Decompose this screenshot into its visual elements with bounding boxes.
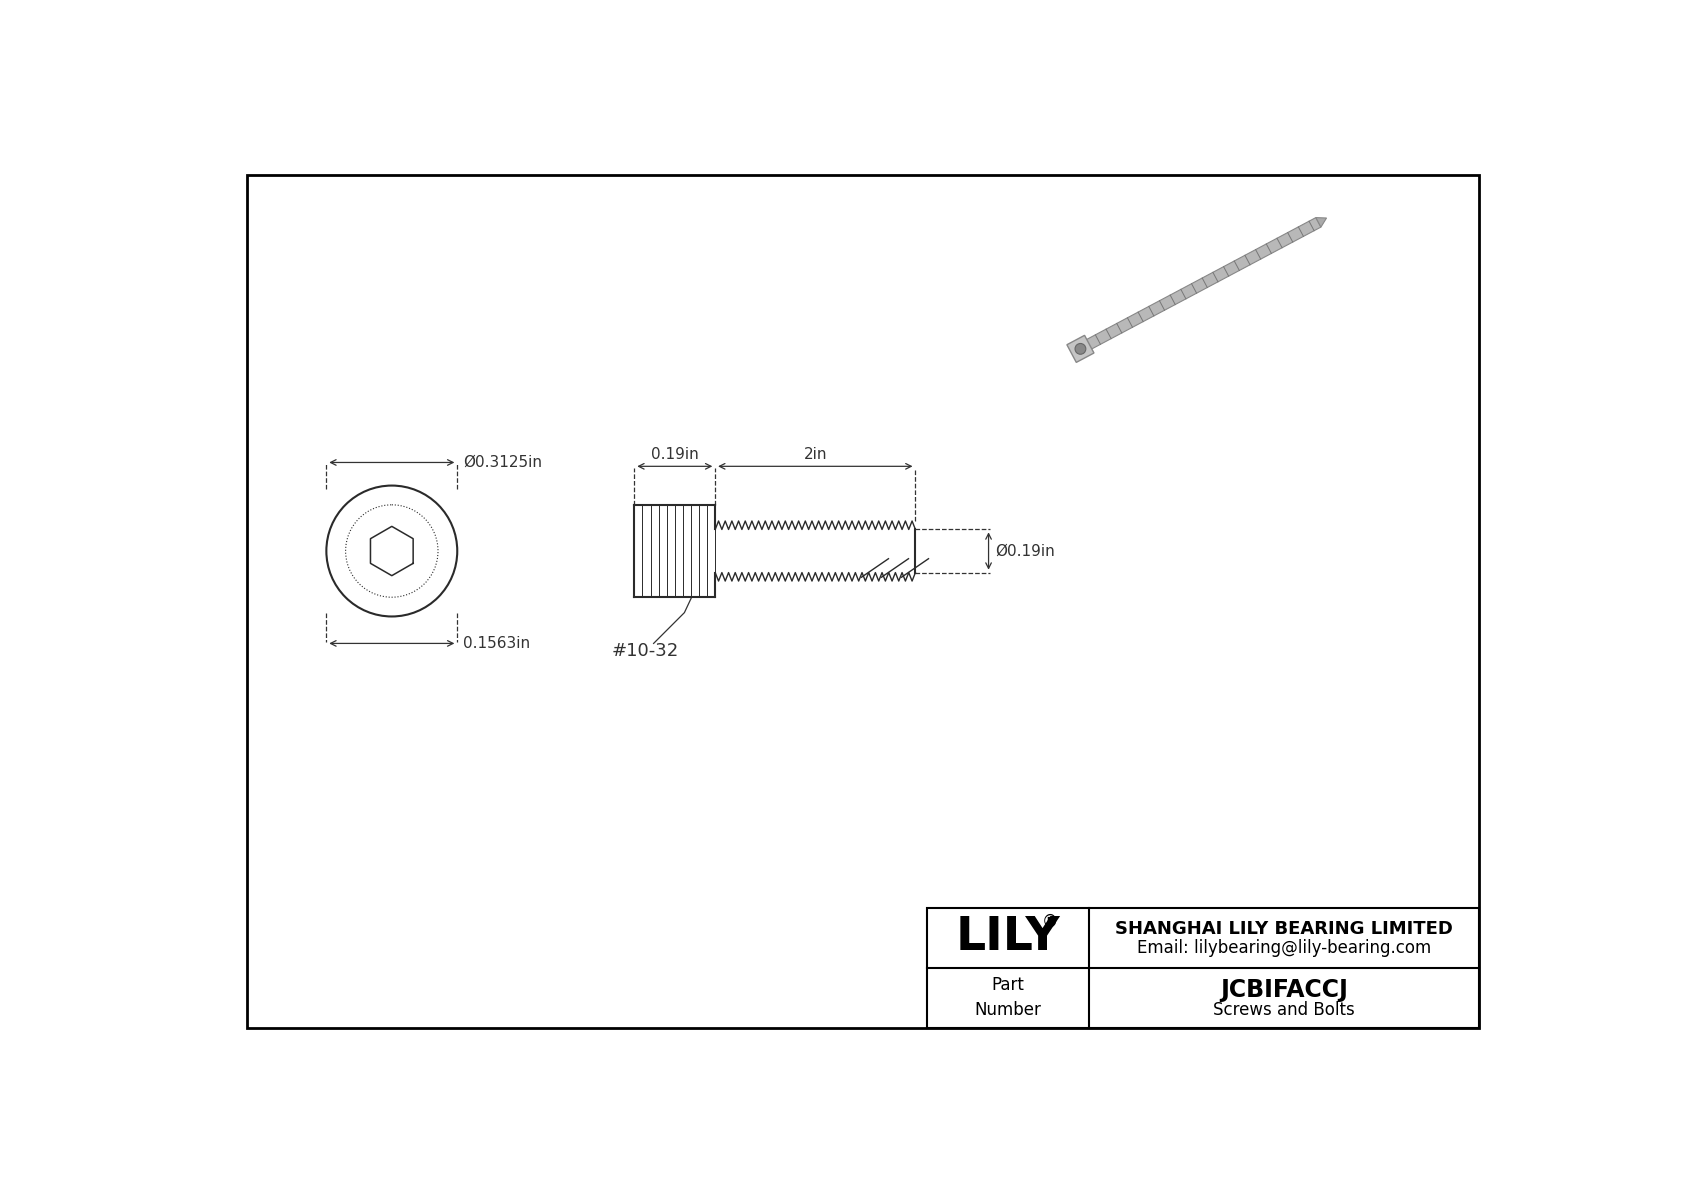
- Text: 0.1563in: 0.1563in: [463, 636, 530, 651]
- Text: LILY: LILY: [955, 915, 1061, 960]
- Polygon shape: [1068, 336, 1095, 362]
- Text: Screws and Bolts: Screws and Bolts: [1212, 1000, 1354, 1018]
- Polygon shape: [1078, 218, 1320, 354]
- Text: Email: lilybearing@lily-bearing.com: Email: lilybearing@lily-bearing.com: [1137, 940, 1431, 958]
- Bar: [926, 908, 1479, 1028]
- Polygon shape: [1315, 218, 1327, 227]
- Circle shape: [1074, 343, 1086, 354]
- Text: Ø0.19in: Ø0.19in: [995, 543, 1054, 559]
- Text: Part
Number: Part Number: [975, 977, 1041, 1019]
- Text: 2in: 2in: [803, 447, 827, 462]
- Bar: [635, 505, 716, 597]
- Text: #10-32: #10-32: [611, 642, 679, 660]
- Circle shape: [327, 486, 458, 617]
- Text: JCBIFACCJ: JCBIFACCJ: [1219, 979, 1347, 1003]
- Text: SHANGHAI LILY BEARING LIMITED: SHANGHAI LILY BEARING LIMITED: [1115, 919, 1453, 937]
- Text: ®: ®: [1042, 913, 1059, 931]
- Bar: [716, 520, 916, 581]
- Text: 0.19in: 0.19in: [652, 447, 699, 462]
- Text: Ø0.3125in: Ø0.3125in: [463, 455, 542, 470]
